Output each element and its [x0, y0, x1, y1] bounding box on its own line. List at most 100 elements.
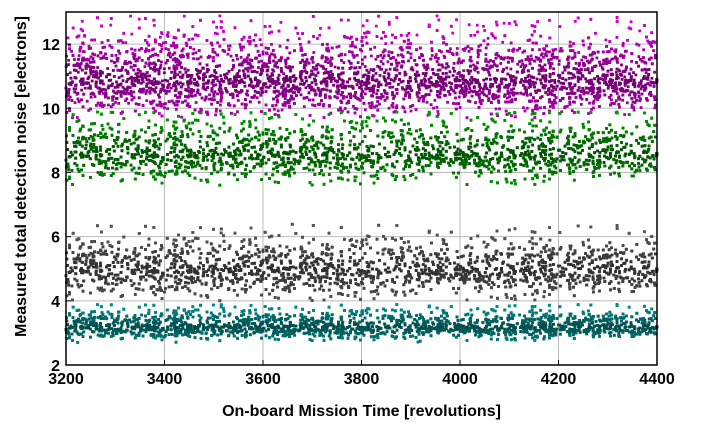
data-point	[272, 90, 276, 93]
data-point	[650, 45, 653, 48]
data-point	[189, 46, 192, 49]
data-point	[430, 47, 434, 50]
data-point	[387, 54, 391, 57]
data-point	[477, 53, 480, 56]
data-point	[381, 50, 385, 54]
data-point	[469, 64, 472, 68]
data-point	[576, 80, 580, 83]
data-point	[478, 100, 482, 103]
data-point	[212, 92, 216, 96]
data-point	[615, 67, 619, 71]
data-point	[618, 82, 621, 86]
data-point	[535, 77, 539, 81]
data-point	[227, 69, 231, 73]
data-point	[508, 95, 511, 99]
data-point	[360, 49, 364, 53]
data-point	[270, 43, 273, 46]
data-point	[435, 82, 438, 86]
data-point	[435, 29, 439, 32]
data-point	[229, 54, 233, 58]
data-point	[409, 109, 413, 113]
data-point	[359, 81, 362, 85]
data-point	[478, 96, 481, 100]
data-point	[351, 87, 355, 90]
data-point	[540, 52, 544, 56]
data-point	[594, 32, 597, 35]
data-point	[411, 68, 415, 72]
data-point	[582, 92, 586, 96]
data-point	[346, 80, 349, 84]
data-point	[650, 31, 654, 35]
data-point	[574, 96, 578, 99]
data-point	[426, 66, 430, 70]
data-point	[593, 65, 596, 68]
data-point	[234, 85, 238, 88]
data-point	[586, 68, 590, 72]
data-point	[523, 109, 527, 113]
data-point	[479, 43, 483, 47]
data-point	[349, 92, 352, 96]
data-point	[122, 31, 126, 35]
data-point	[485, 87, 489, 91]
data-point	[567, 92, 570, 95]
data-point	[536, 20, 539, 23]
data-point	[512, 87, 516, 91]
data-point	[191, 37, 195, 41]
data-point	[254, 56, 258, 60]
data-point	[91, 70, 95, 73]
data-point	[80, 82, 83, 86]
data-point	[212, 56, 215, 59]
data-point	[325, 83, 329, 87]
data-point	[393, 94, 396, 98]
data-point	[176, 58, 179, 62]
data-point	[486, 42, 490, 46]
data-point	[509, 41, 513, 45]
data-point	[198, 92, 202, 96]
data-point	[340, 101, 344, 104]
data-point	[296, 32, 300, 35]
data-point	[450, 82, 453, 85]
data-point	[144, 39, 147, 42]
data-point	[80, 98, 83, 102]
data-point	[376, 64, 379, 68]
data-point	[121, 66, 124, 69]
data-point	[511, 56, 514, 60]
data-point	[93, 38, 96, 42]
data-point	[506, 72, 510, 76]
data-point	[166, 86, 170, 89]
data-points	[64, 14, 659, 344]
data-point	[382, 75, 386, 79]
data-point	[543, 106, 546, 109]
data-point	[384, 42, 388, 45]
data-point	[384, 83, 388, 87]
data-point	[615, 92, 619, 95]
data-point	[258, 54, 261, 57]
data-point	[421, 72, 425, 75]
data-point	[599, 63, 602, 67]
data-point	[638, 99, 642, 103]
data-point	[489, 85, 492, 89]
data-point	[533, 30, 536, 33]
data-point	[452, 89, 455, 93]
data-point	[518, 47, 521, 50]
data-point	[435, 105, 439, 109]
data-point	[555, 84, 559, 88]
data-point	[584, 86, 588, 90]
data-point	[537, 89, 540, 92]
data-point	[487, 99, 490, 102]
data-point	[610, 98, 613, 102]
data-point	[463, 49, 466, 52]
data-point	[416, 95, 420, 99]
data-point	[601, 74, 605, 78]
data-point	[293, 49, 296, 53]
data-point	[94, 70, 98, 74]
data-point	[530, 24, 534, 28]
data-point	[129, 92, 133, 96]
data-point	[124, 99, 127, 103]
data-point	[587, 46, 591, 50]
data-point	[94, 85, 98, 88]
data-point	[371, 84, 375, 88]
data-point	[653, 98, 657, 101]
data-point	[523, 86, 527, 89]
data-point	[227, 44, 230, 48]
